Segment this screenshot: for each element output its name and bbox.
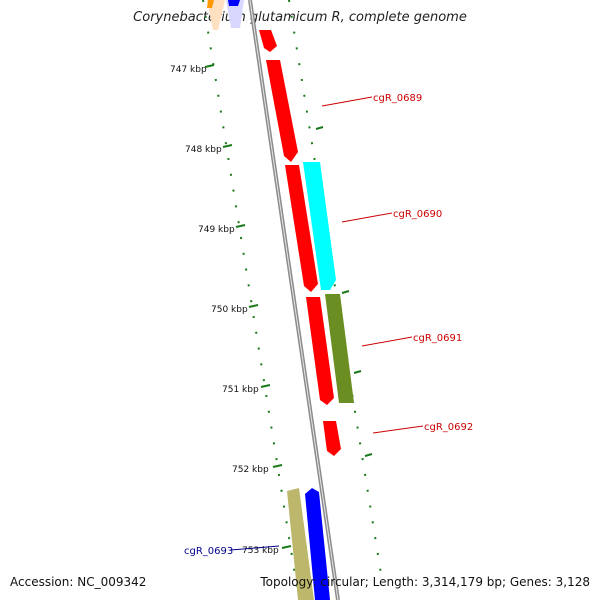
- tick-750: [248, 304, 259, 308]
- gene-khaki[interactable]: [287, 488, 314, 600]
- gene-red-reverse-2[interactable]: [285, 165, 318, 292]
- gene-segment-top-reverse[interactable]: [259, 30, 277, 52]
- outer-tick-c: [353, 370, 362, 374]
- gene-label-cgR_0689[interactable]: cgR_0689: [373, 93, 422, 104]
- connector-cgR_0690: [341, 212, 393, 223]
- outer-track-dots: [288, 0, 383, 581]
- tick-752: [272, 464, 283, 468]
- genome-backbone-highlight: [249, 0, 339, 600]
- kbp-label-748: 748 kbp: [185, 145, 222, 155]
- gene-cgR_0692[interactable]: [323, 421, 341, 456]
- tick-753: [281, 545, 292, 549]
- gene-cgR_0689[interactable]: [266, 60, 298, 162]
- kbp-label-749: 749 kbp: [198, 225, 235, 235]
- gene-label-cgR_0693[interactable]: cgR_0693: [184, 546, 233, 557]
- kbp-label-753: 753 kbp: [242, 546, 279, 556]
- tick-748: [222, 144, 233, 148]
- connector-cgR_0692: [372, 425, 424, 434]
- gene-label-cgR_0691[interactable]: cgR_0691: [413, 333, 462, 344]
- partial-feature-blue-top: [226, 0, 244, 28]
- connector-cgR_0691: [361, 336, 413, 347]
- kbp-label-752: 752 kbp: [232, 465, 269, 475]
- tick-747: [204, 64, 215, 68]
- connector-cgR_0689: [321, 96, 373, 107]
- accession-text: Accession: NC_009342: [10, 575, 147, 589]
- gene-label-cgR_0692[interactable]: cgR_0692: [424, 422, 473, 433]
- outer-tick-b: [341, 290, 350, 294]
- kbp-label-751: 751 kbp: [222, 385, 259, 395]
- kbp-label-747: 747 kbp: [170, 65, 207, 75]
- connector-cgR_0693: [230, 545, 280, 551]
- kbp-label-750: 750 kbp: [211, 305, 248, 315]
- gene-cgR_0691[interactable]: [325, 294, 354, 403]
- tick-751: [260, 384, 271, 388]
- outer-tick-d: [364, 453, 373, 457]
- gene-cgR_0693[interactable]: [305, 488, 330, 600]
- tick-749: [235, 224, 246, 228]
- gene-label-cgR_0690[interactable]: cgR_0690: [393, 209, 442, 220]
- partial-feature-orange-edge: [207, 0, 214, 8]
- summary-text: Topology: circular; Length: 3,314,179 bp…: [260, 575, 590, 589]
- gene-cgR_0690[interactable]: [303, 162, 336, 290]
- outer-tick-a: [315, 126, 324, 130]
- gene-red-reverse-3[interactable]: [306, 297, 334, 405]
- partial-feature-blue-edge: [228, 0, 240, 6]
